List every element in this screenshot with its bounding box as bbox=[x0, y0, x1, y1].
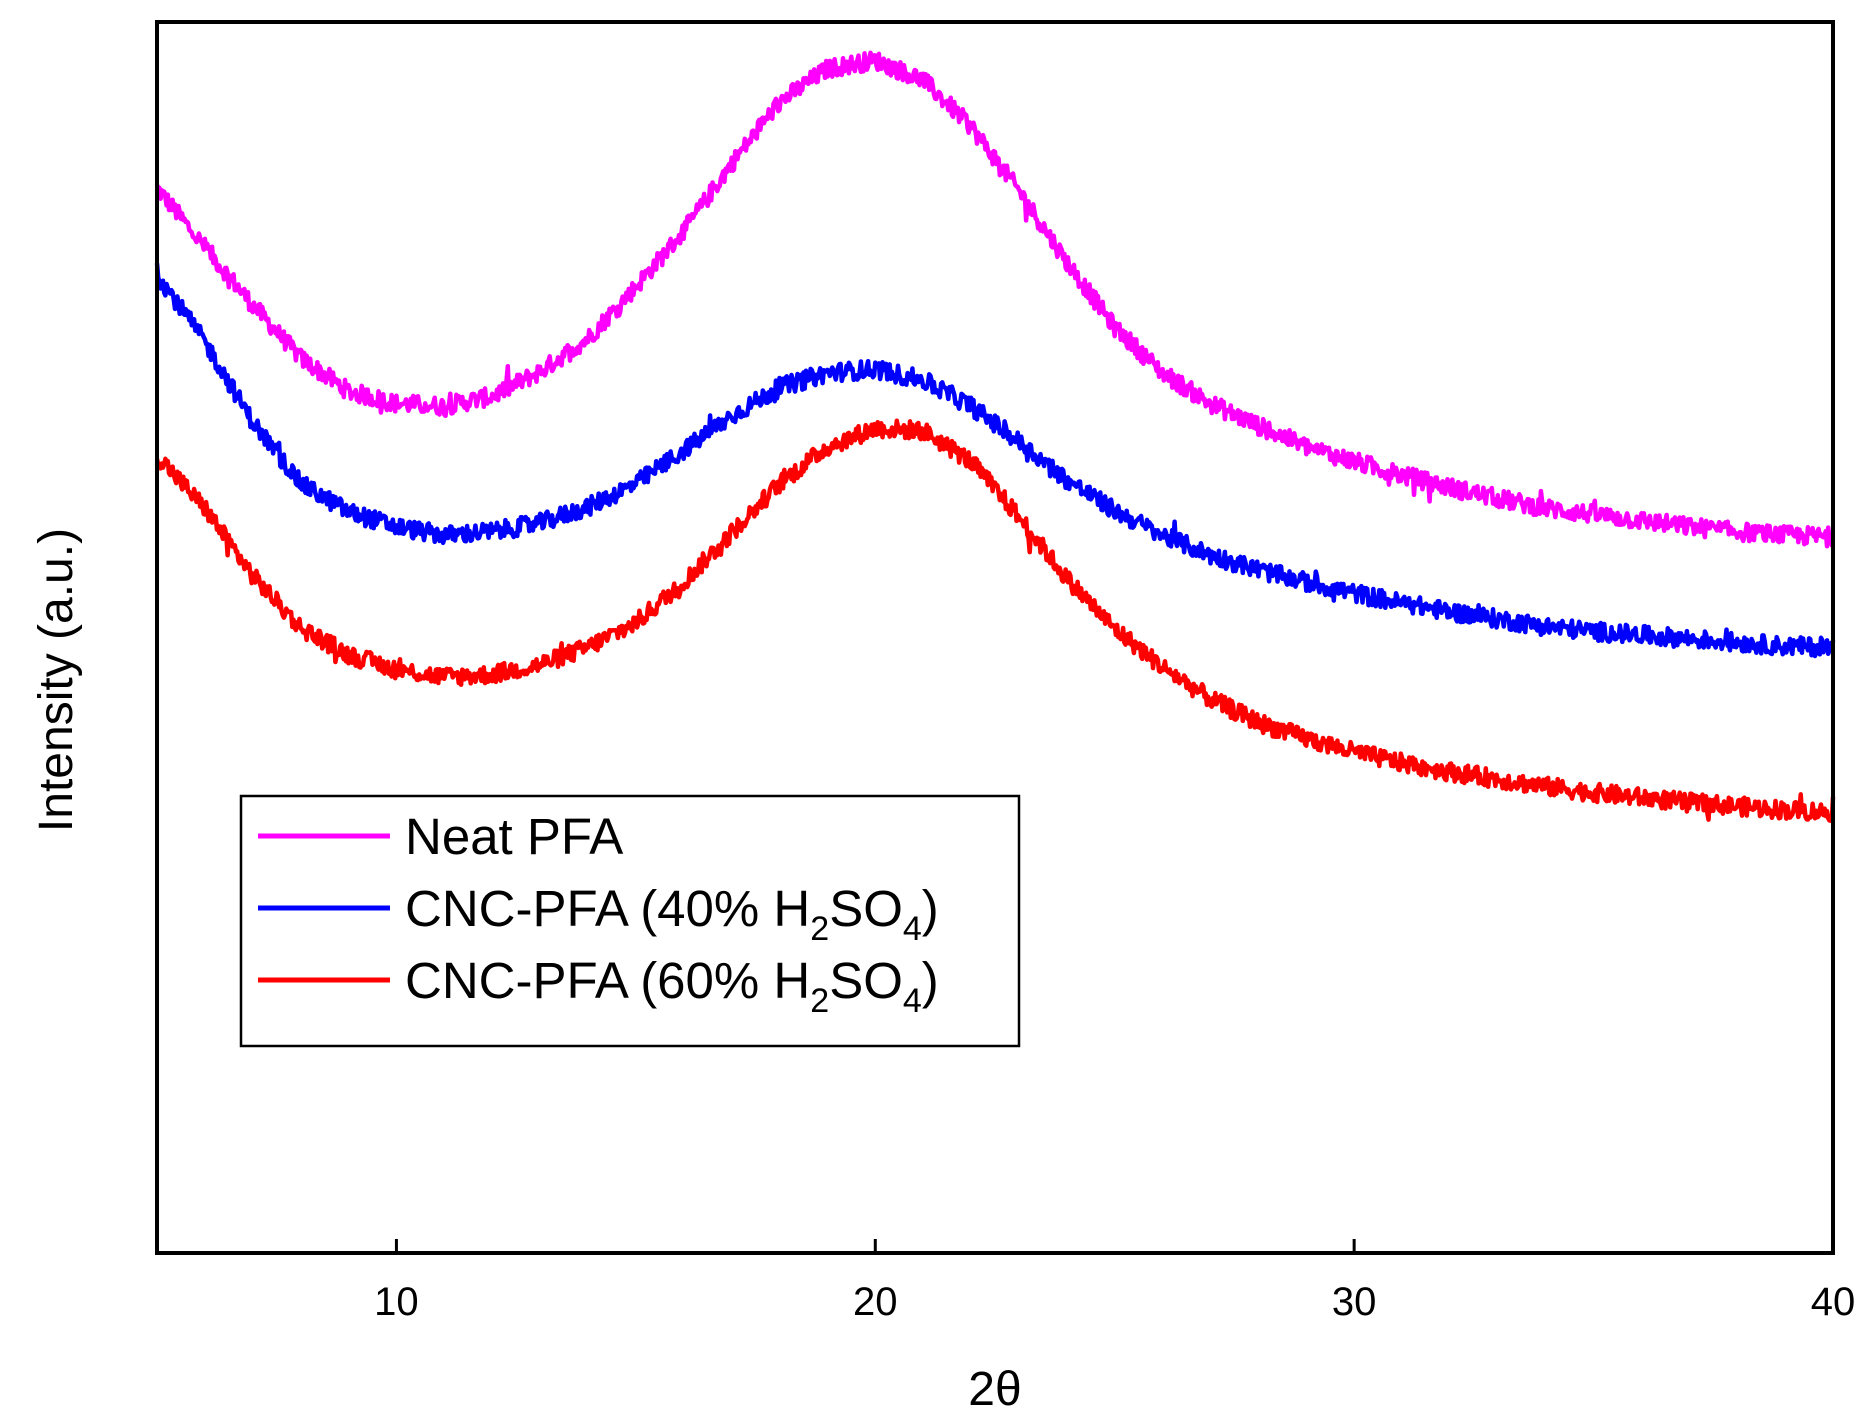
plot-frame bbox=[155, 20, 1835, 1255]
legend-label-cnc-pfa-40: CNC-PFA (40% H2SO4) bbox=[405, 880, 939, 948]
series-line-neat-pfa bbox=[155, 50, 1836, 549]
legend-label-cnc-pfa-60: CNC-PFA (60% H2SO4) bbox=[405, 952, 939, 1020]
legend: Neat PFA CNC-PFA (40% H2SO4) CNC-PFA (60… bbox=[239, 794, 1021, 1048]
x-tick-label-20: 20 bbox=[853, 1280, 898, 1324]
x-tick-label-40: 40 bbox=[1811, 1280, 1856, 1324]
x-tick-label-10: 10 bbox=[374, 1280, 419, 1324]
series-layer bbox=[154, 50, 1836, 824]
x-axis-title: 2θ bbox=[968, 1363, 1021, 1416]
y-axis-title: Intensity (a.u.) bbox=[30, 528, 83, 832]
series-line-cnc-pfa-40-h2so4 bbox=[154, 263, 1836, 659]
x-axis: 10 20 30 40 bbox=[374, 1239, 1855, 1324]
legend-label-neat-pfa: Neat PFA bbox=[405, 808, 623, 865]
x-tick-label-30: 30 bbox=[1332, 1280, 1377, 1324]
series-line-cnc-pfa-60-h2so4 bbox=[154, 418, 1836, 824]
